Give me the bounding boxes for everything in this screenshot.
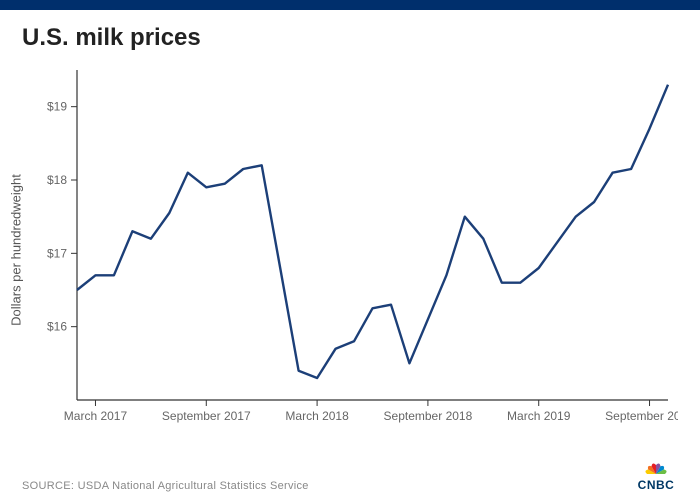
svg-text:March 2017: March 2017 <box>64 409 128 423</box>
svg-text:March 2019: March 2019 <box>507 409 571 423</box>
svg-text:September 2018: September 2018 <box>384 409 473 423</box>
svg-text:March 2018: March 2018 <box>285 409 349 423</box>
svg-text:$18: $18 <box>47 173 67 187</box>
source-line: SOURCE: USDA National Agricultural Stati… <box>22 480 309 492</box>
svg-text:CNBC: CNBC <box>638 478 675 492</box>
svg-text:$16: $16 <box>47 320 67 334</box>
svg-text:September 2017: September 2017 <box>162 409 251 423</box>
chart-footer: SOURCE: USDA National Agricultural Stati… <box>22 456 678 492</box>
line-chart: $16 $17 $18 $19 March 2017 September 2017 Marc… <box>22 60 678 440</box>
source-text: USDA National Agricultural Statistics Se… <box>78 480 309 492</box>
svg-text:$17: $17 <box>47 246 67 260</box>
svg-text:$19: $19 <box>47 100 67 114</box>
chart-container: U.S. milk prices Dollars per hundredweig… <box>0 10 700 440</box>
cnbc-logo: CNBC <box>634 456 678 492</box>
source-label: SOURCE: <box>22 480 74 492</box>
y-axis-label: Dollars per hundredweight <box>9 174 24 326</box>
brand-top-bar <box>0 0 700 10</box>
chart-title: U.S. milk prices <box>22 24 678 52</box>
svg-text:September 2019: September 2019 <box>605 409 678 423</box>
chart-area: Dollars per hundredweight $16$17$18$19Ma… <box>22 60 678 440</box>
